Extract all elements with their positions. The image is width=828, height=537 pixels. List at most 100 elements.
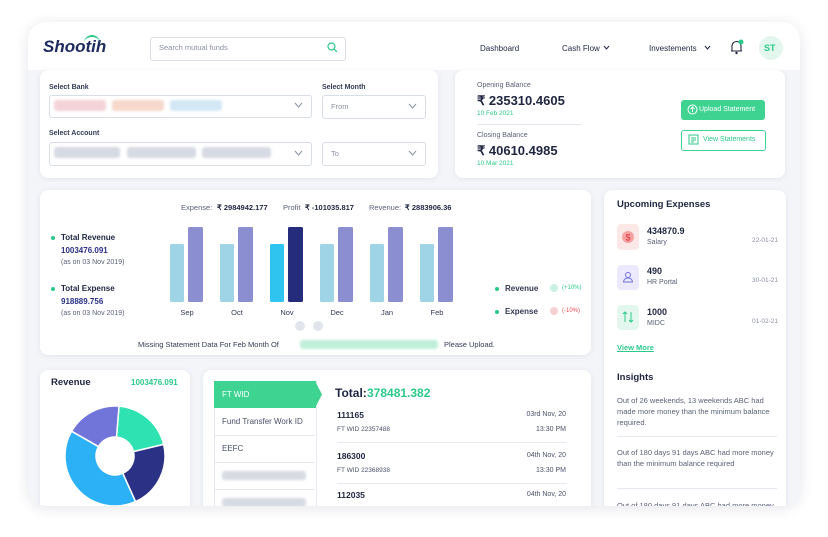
divider bbox=[214, 489, 315, 490]
chevron bbox=[408, 103, 417, 109]
row-date: 04th Nov, 20 bbox=[526, 491, 566, 498]
balance-date: 10 Feb 2021 bbox=[477, 110, 514, 117]
expense-date: 01-02-21 bbox=[751, 318, 778, 325]
card-title: Revenue bbox=[51, 377, 91, 388]
legend-label: Expense bbox=[505, 307, 538, 316]
tab-label[interactable]: Fund Transfer Work ID bbox=[222, 417, 303, 426]
svg-text:$: $ bbox=[625, 233, 630, 243]
dollar-icon: $ bbox=[622, 231, 634, 243]
total-note: (as on 03 Nov 2019) bbox=[61, 259, 125, 266]
transfer-icon bbox=[622, 311, 634, 323]
nav-item[interactable]: Dashboard bbox=[480, 44, 520, 53]
change-badge bbox=[550, 307, 558, 315]
bank-chip bbox=[112, 100, 164, 111]
chevron bbox=[294, 102, 303, 108]
row-time: 13:30 PM bbox=[536, 467, 566, 474]
expense-amount: 490 bbox=[647, 266, 663, 276]
donut-segment bbox=[115, 405, 165, 453]
nav-item[interactable]: Cash Flow bbox=[562, 44, 600, 53]
upload-button[interactable] bbox=[681, 100, 765, 120]
x-tick-label: Sep bbox=[180, 308, 193, 317]
divider bbox=[337, 442, 567, 443]
view-more-link[interactable]: View More bbox=[617, 343, 654, 352]
change-label: (+10%) bbox=[562, 285, 582, 291]
expense-amount: 434870.9 bbox=[647, 226, 685, 236]
bullet bbox=[51, 287, 55, 291]
field-label: Select Account bbox=[49, 130, 100, 137]
avatar[interactable] bbox=[759, 36, 783, 60]
divider bbox=[617, 488, 777, 489]
balance-value: ₹ 40610.4985 bbox=[477, 143, 558, 158]
chevron bbox=[704, 45, 711, 50]
total-note: (as on 03 Nov 2019) bbox=[61, 310, 125, 317]
section-title: Insights bbox=[617, 372, 654, 383]
row-ref: FT WID 22357488 bbox=[337, 426, 390, 433]
tab-active[interactable] bbox=[214, 381, 316, 408]
avatar-initials: ST bbox=[764, 43, 776, 53]
row-date: 04th Nov, 20 bbox=[526, 452, 566, 459]
user-icon bbox=[622, 272, 634, 283]
expense-label: MIDC bbox=[647, 320, 665, 327]
pager-next[interactable] bbox=[313, 321, 323, 331]
search-box[interactable] bbox=[150, 37, 346, 61]
legend-dot bbox=[495, 310, 499, 314]
bar bbox=[220, 244, 234, 302]
bell-icon[interactable] bbox=[729, 39, 745, 55]
tab-pointer bbox=[315, 381, 322, 408]
bar-chart: Sep Oct Nov Dec Jan Feb bbox=[170, 227, 453, 317]
legend-dot bbox=[495, 287, 499, 291]
expense-label: HR Portal bbox=[647, 279, 678, 286]
bullet bbox=[51, 236, 55, 240]
search-icon[interactable] bbox=[327, 42, 338, 53]
expense-amount: 1000 bbox=[647, 307, 668, 317]
balance-label: Opening Balance bbox=[477, 82, 531, 89]
chevron bbox=[294, 150, 303, 156]
total-label: Total: bbox=[335, 386, 367, 400]
tab-label[interactable]: EEFC bbox=[222, 444, 244, 453]
blurred-account bbox=[300, 340, 438, 349]
expense-date: 22-01-21 bbox=[751, 237, 778, 244]
balance-date: 10 Mar 2021 bbox=[477, 160, 514, 167]
divider bbox=[477, 124, 581, 125]
view-button[interactable] bbox=[681, 130, 766, 151]
to-select[interactable] bbox=[322, 142, 426, 166]
select-placeholder: To bbox=[331, 149, 339, 158]
from-select[interactable] bbox=[322, 95, 426, 119]
x-tick-label: Jan bbox=[381, 308, 393, 317]
balance-value: ₹ 235310.4605 bbox=[477, 93, 565, 108]
bank-chip bbox=[170, 100, 222, 111]
nav-item[interactable]: Investements bbox=[649, 44, 697, 53]
x-tick-label: Nov bbox=[280, 308, 294, 317]
app: Shootih Search mutual funds Dashboard Ca… bbox=[28, 22, 800, 506]
total-value: 378481.382 bbox=[367, 386, 431, 400]
bar bbox=[270, 244, 284, 302]
insight-text: Out of 180 days 91 days ABC had more mon… bbox=[617, 501, 774, 506]
button-label: View Statements bbox=[703, 136, 756, 143]
donut-segment bbox=[64, 430, 137, 506]
bar bbox=[188, 227, 203, 302]
account-chip bbox=[202, 147, 271, 158]
summary-value: ₹ 2883906.36 bbox=[405, 203, 452, 212]
total-label: Total Expense bbox=[61, 284, 115, 293]
donut-segment bbox=[70, 405, 120, 448]
total-label: Total Revenue bbox=[61, 233, 116, 242]
row-time: 13:30 PM bbox=[536, 426, 566, 433]
tab-label: FT WID bbox=[222, 390, 250, 399]
select-placeholder: From bbox=[331, 102, 349, 111]
upload-icon bbox=[687, 104, 698, 115]
bank-chip bbox=[54, 100, 106, 111]
pager-prev[interactable] bbox=[295, 321, 305, 331]
account-chip bbox=[127, 147, 196, 158]
blurred-tab bbox=[222, 471, 306, 480]
balance-label: Closing Balance bbox=[477, 132, 528, 139]
bar bbox=[370, 244, 384, 302]
bar bbox=[420, 244, 434, 302]
summary-label: Revenue: bbox=[369, 203, 402, 212]
bar bbox=[320, 244, 334, 302]
bar bbox=[288, 227, 303, 302]
divider bbox=[617, 436, 777, 437]
total-value: 918889.756 bbox=[61, 297, 104, 306]
button-label: Upload Statement bbox=[699, 106, 756, 113]
expense-icon bbox=[617, 305, 639, 330]
notice-text: Missing Statement Data For Feb Month Of bbox=[138, 340, 279, 349]
